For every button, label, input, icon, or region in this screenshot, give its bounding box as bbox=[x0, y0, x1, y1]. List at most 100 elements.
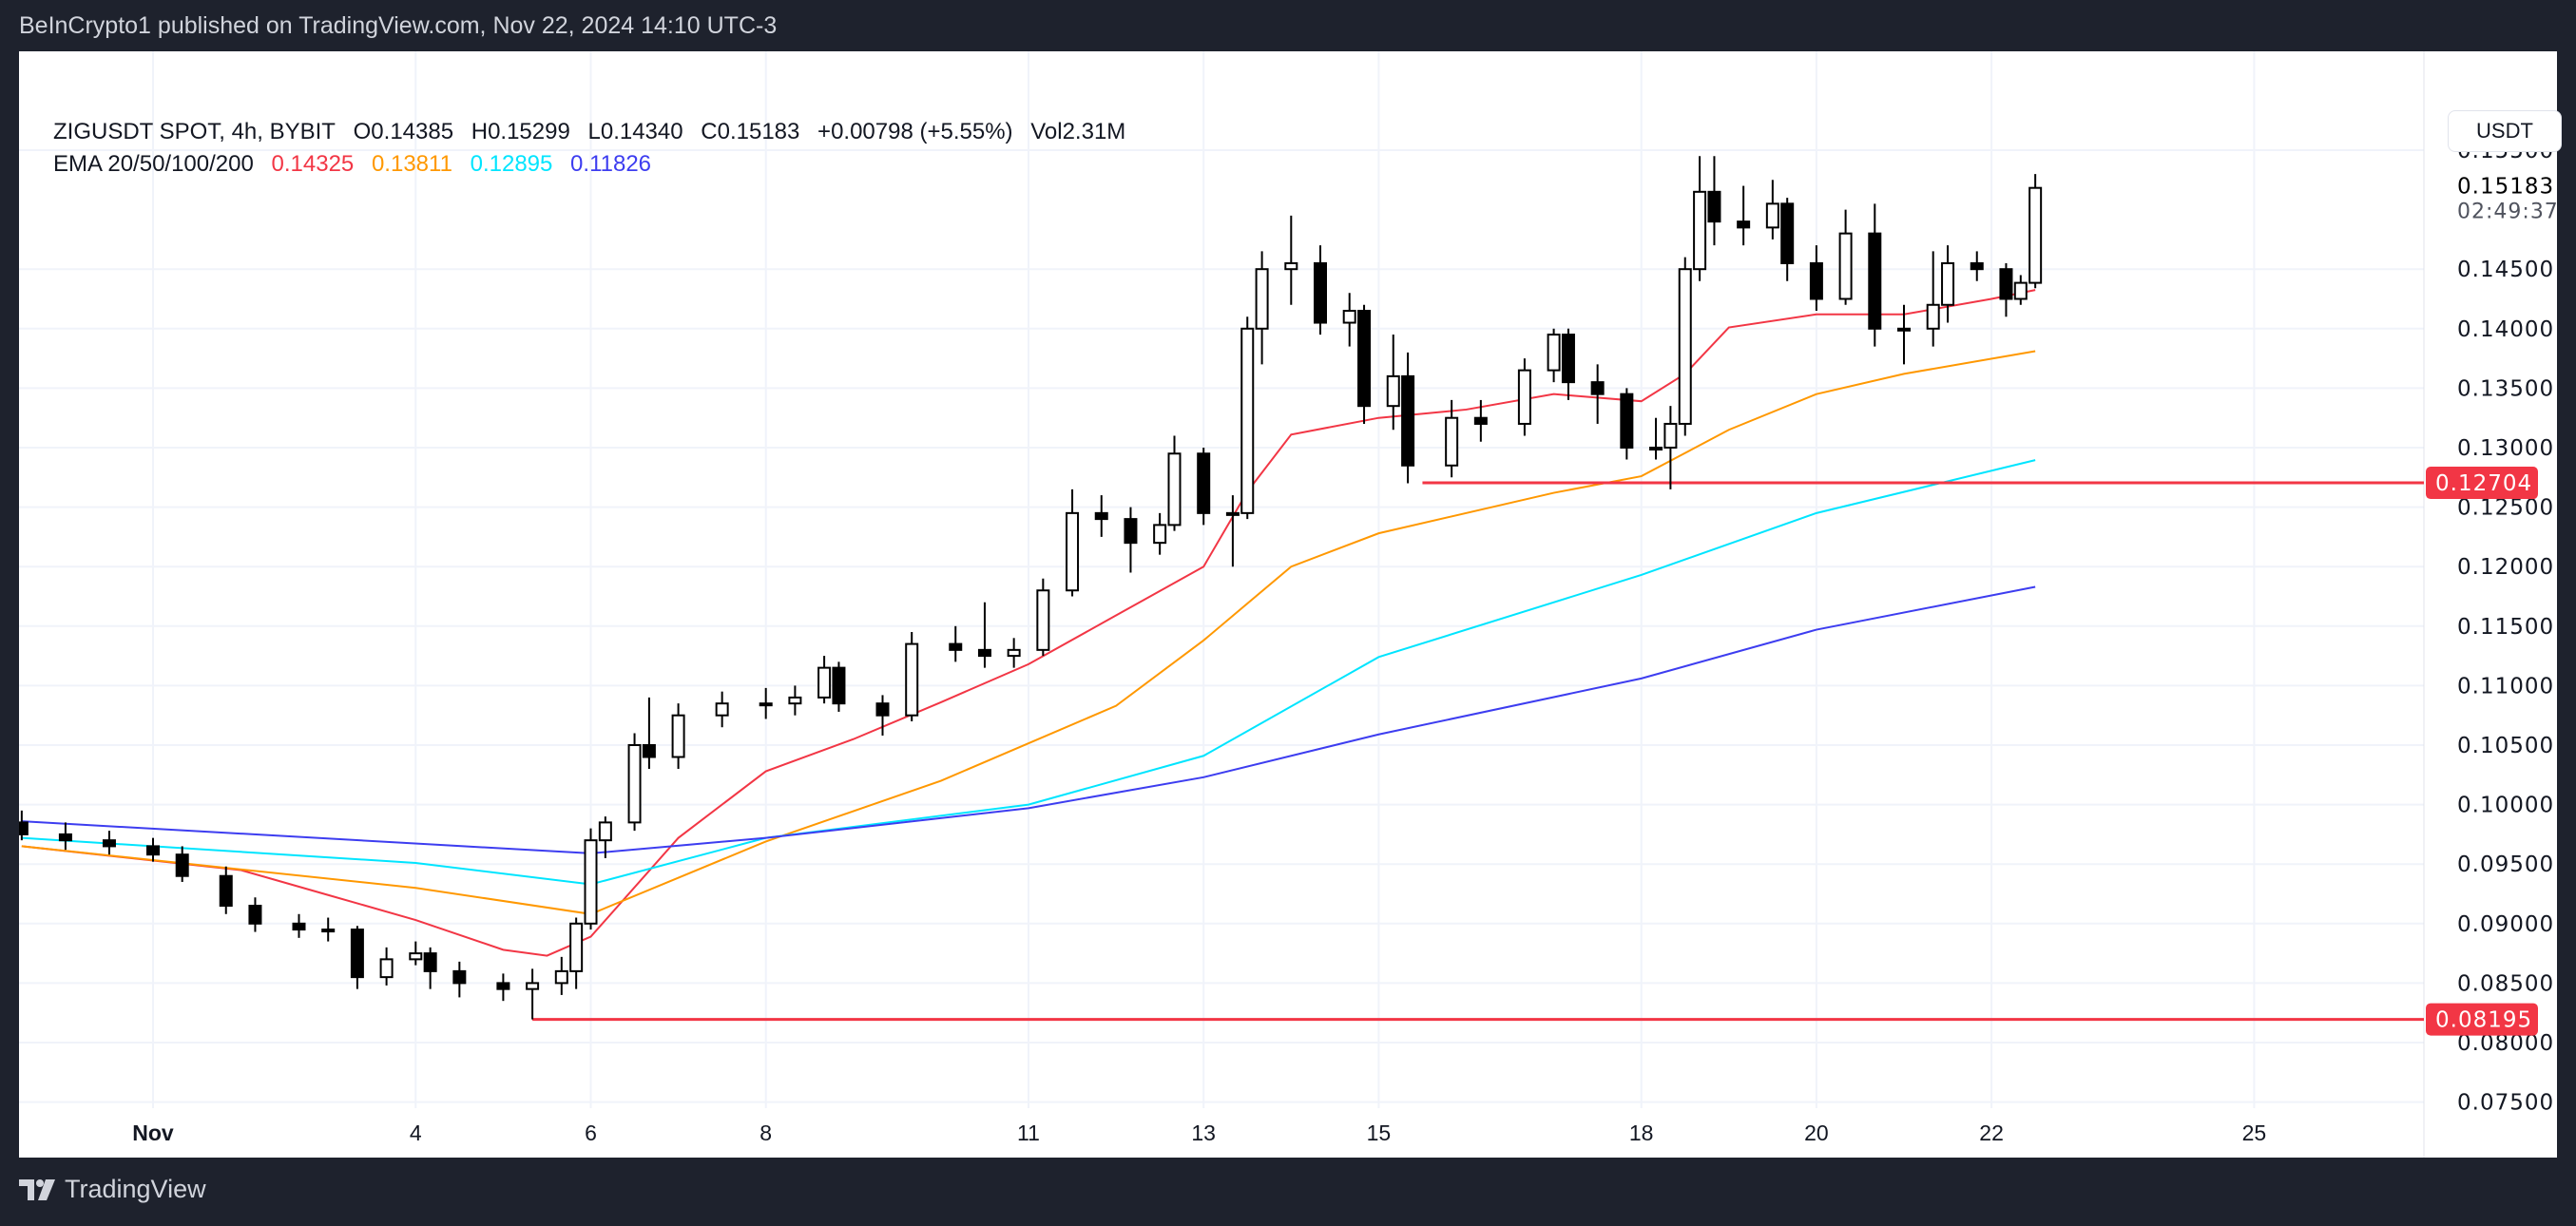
candle-body[interactable] bbox=[496, 982, 510, 990]
candle-body[interactable] bbox=[1445, 416, 1459, 467]
price-chart[interactable]: 0.155000.145000.140000.135000.130000.125… bbox=[19, 51, 2557, 1158]
currency-button[interactable]: USDT bbox=[2448, 110, 2562, 152]
candle-body[interactable] bbox=[1999, 268, 2013, 300]
candle-body[interactable] bbox=[832, 666, 846, 705]
candle-body[interactable] bbox=[292, 922, 306, 931]
candle-body[interactable] bbox=[452, 969, 467, 985]
candle-body[interactable] bbox=[248, 905, 262, 925]
candle-body[interactable] bbox=[1517, 369, 1531, 425]
chart-frame[interactable]: 0.155000.145000.140000.135000.130000.125… bbox=[19, 51, 2562, 1158]
x-tick-label: 4 bbox=[410, 1121, 422, 1145]
y-tick-label: 0.11000 bbox=[2457, 674, 2554, 699]
x-tick-label: Nov bbox=[132, 1121, 174, 1145]
candle-body[interactable] bbox=[1240, 327, 1255, 514]
candle-body[interactable] bbox=[977, 648, 991, 658]
candle-body[interactable] bbox=[1838, 232, 1853, 300]
candle-body[interactable] bbox=[1094, 511, 1108, 521]
symbol-label[interactable]: ZIGUSDT SPOT, 4h, BYBIT bbox=[53, 119, 336, 144]
candle-body[interactable] bbox=[1284, 261, 1298, 271]
close-value: C0.15183 bbox=[701, 119, 800, 144]
current-price-label: 0.15183 bbox=[2457, 175, 2554, 200]
candle-body[interactable] bbox=[58, 833, 72, 842]
candle-body[interactable] bbox=[175, 853, 189, 877]
candle-body[interactable] bbox=[817, 666, 832, 699]
ema-label[interactable]: EMA 20/50/100/200 bbox=[53, 151, 254, 177]
candle-body[interactable] bbox=[1007, 648, 1021, 658]
candle-body[interactable] bbox=[1780, 202, 1795, 264]
candle-body[interactable] bbox=[1066, 511, 1080, 592]
candle-body[interactable] bbox=[1926, 303, 1940, 330]
candle-body[interactable] bbox=[759, 702, 773, 707]
candle-body[interactable] bbox=[146, 845, 160, 856]
level-price-tag bbox=[2426, 467, 2538, 500]
candle-body[interactable] bbox=[1707, 190, 1721, 223]
candle-body[interactable] bbox=[1225, 511, 1240, 516]
candle-body[interactable] bbox=[219, 874, 233, 908]
candle-body[interactable] bbox=[642, 744, 656, 758]
candle-body[interactable] bbox=[1314, 261, 1327, 324]
ema-line-ema100 bbox=[21, 459, 2036, 886]
candle-body[interactable] bbox=[1809, 261, 1823, 300]
candle-body[interactable] bbox=[554, 969, 568, 985]
candle-body[interactable] bbox=[1737, 220, 1751, 229]
candle-body[interactable] bbox=[2013, 281, 2028, 300]
candle-body[interactable] bbox=[1386, 374, 1400, 408]
candle-body[interactable] bbox=[1590, 381, 1605, 395]
candle-body[interactable] bbox=[1620, 393, 1634, 450]
candle-body[interactable] bbox=[715, 702, 729, 717]
candle-body[interactable] bbox=[1649, 447, 1663, 450]
candle-body[interactable] bbox=[1401, 374, 1415, 467]
candle-body[interactable] bbox=[1255, 268, 1269, 330]
ema20-value: 0.14325 bbox=[271, 151, 355, 177]
publisher-text: BeInCrypto1 published on TradingView.com… bbox=[19, 12, 778, 39]
candle-body[interactable] bbox=[526, 982, 540, 990]
candle-body[interactable] bbox=[409, 952, 423, 961]
y-tick-label: 0.13500 bbox=[2457, 376, 2554, 401]
candle-body[interactable] bbox=[1473, 416, 1488, 425]
level-price-label: 0.08195 bbox=[2435, 1008, 2532, 1033]
candle-body[interactable] bbox=[1941, 261, 1955, 306]
candle-body[interactable] bbox=[627, 744, 642, 824]
tradingview-logo[interactable]: TradingView bbox=[19, 1175, 206, 1204]
candle-body[interactable] bbox=[1547, 334, 1561, 372]
candle-body[interactable] bbox=[102, 839, 116, 848]
candle-body[interactable] bbox=[2028, 186, 2043, 284]
candle-body[interactable] bbox=[671, 714, 685, 758]
candle-body[interactable] bbox=[1167, 452, 1182, 527]
candle-body[interactable] bbox=[1342, 310, 1356, 324]
candle-body[interactable] bbox=[1693, 190, 1707, 271]
candle-body[interactable] bbox=[1124, 518, 1138, 545]
volume-value: Vol2.31M bbox=[1030, 119, 1126, 144]
candle-body[interactable] bbox=[598, 821, 612, 842]
candle-body[interactable] bbox=[1197, 452, 1211, 514]
candle-body[interactable] bbox=[1678, 268, 1692, 425]
candle-body[interactable] bbox=[788, 696, 802, 705]
y-tick-label: 0.08500 bbox=[2457, 971, 2554, 996]
legend: ZIGUSDT SPOT, 4h, BYBIT O0.14385 H0.1529… bbox=[53, 116, 1137, 181]
candle-body[interactable] bbox=[905, 642, 919, 717]
candle-body[interactable] bbox=[1897, 327, 1911, 332]
candle-body[interactable] bbox=[423, 952, 437, 972]
y-tick-label: 0.11500 bbox=[2457, 615, 2554, 640]
candle-body[interactable] bbox=[584, 839, 598, 925]
candle-body[interactable] bbox=[1153, 524, 1167, 545]
y-tick-label: 0.10500 bbox=[2457, 734, 2554, 758]
candle-body[interactable] bbox=[1663, 422, 1678, 449]
x-tick-label: 13 bbox=[1191, 1121, 1216, 1145]
candle-body[interactable] bbox=[1765, 202, 1779, 229]
candle-body[interactable] bbox=[949, 642, 963, 651]
x-tick-label: 11 bbox=[1017, 1121, 1040, 1145]
low-value: L0.14340 bbox=[587, 119, 683, 144]
candle-body[interactable] bbox=[19, 821, 29, 835]
brand-name: TradingView bbox=[65, 1175, 206, 1203]
candle-body[interactable] bbox=[379, 958, 394, 979]
candle-body[interactable] bbox=[350, 929, 364, 979]
candle-body[interactable] bbox=[1561, 334, 1575, 384]
candle-body[interactable] bbox=[1357, 310, 1372, 408]
candle-body[interactable] bbox=[321, 929, 336, 933]
candle-body[interactable] bbox=[569, 922, 584, 972]
candle-body[interactable] bbox=[1036, 589, 1050, 651]
candle-body[interactable] bbox=[1868, 232, 1882, 330]
candle-body[interactable] bbox=[1970, 261, 1984, 271]
candle-body[interactable] bbox=[875, 702, 890, 717]
